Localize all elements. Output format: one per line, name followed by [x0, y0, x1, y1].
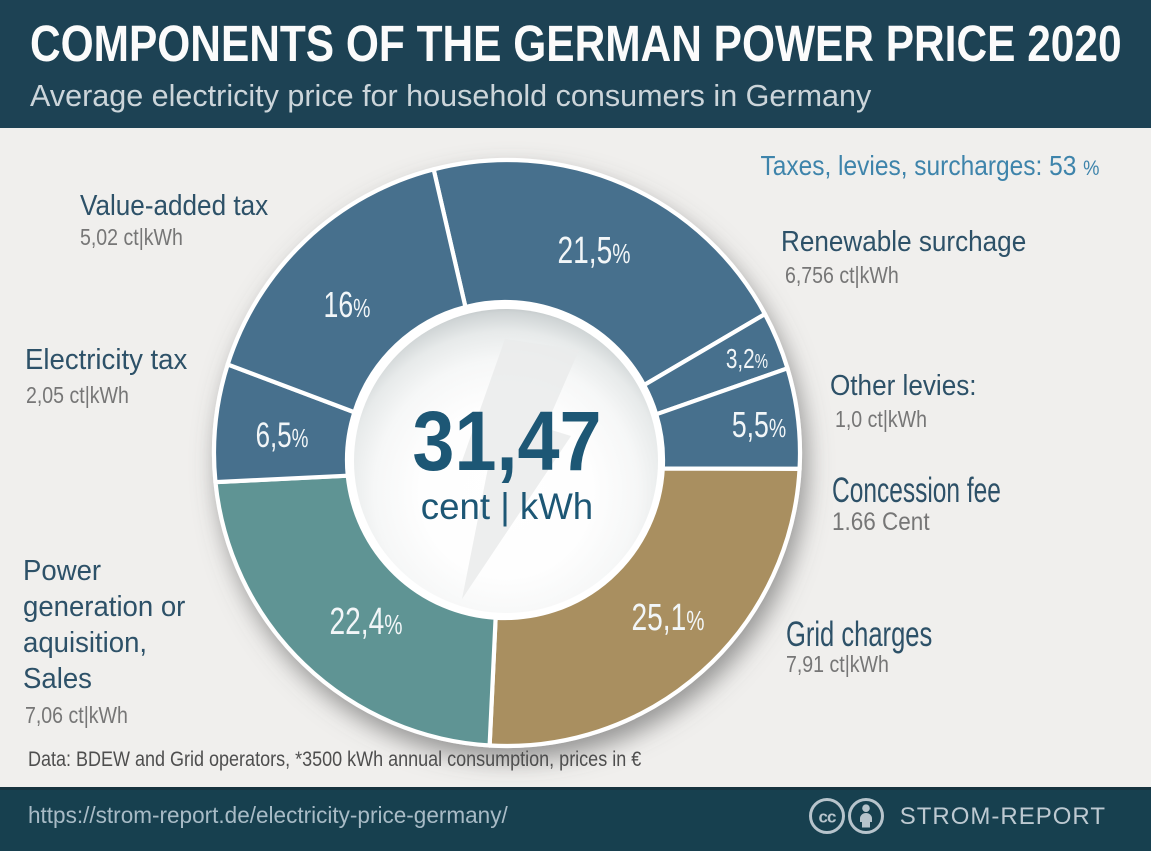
svg-text:cc: cc [819, 808, 836, 827]
